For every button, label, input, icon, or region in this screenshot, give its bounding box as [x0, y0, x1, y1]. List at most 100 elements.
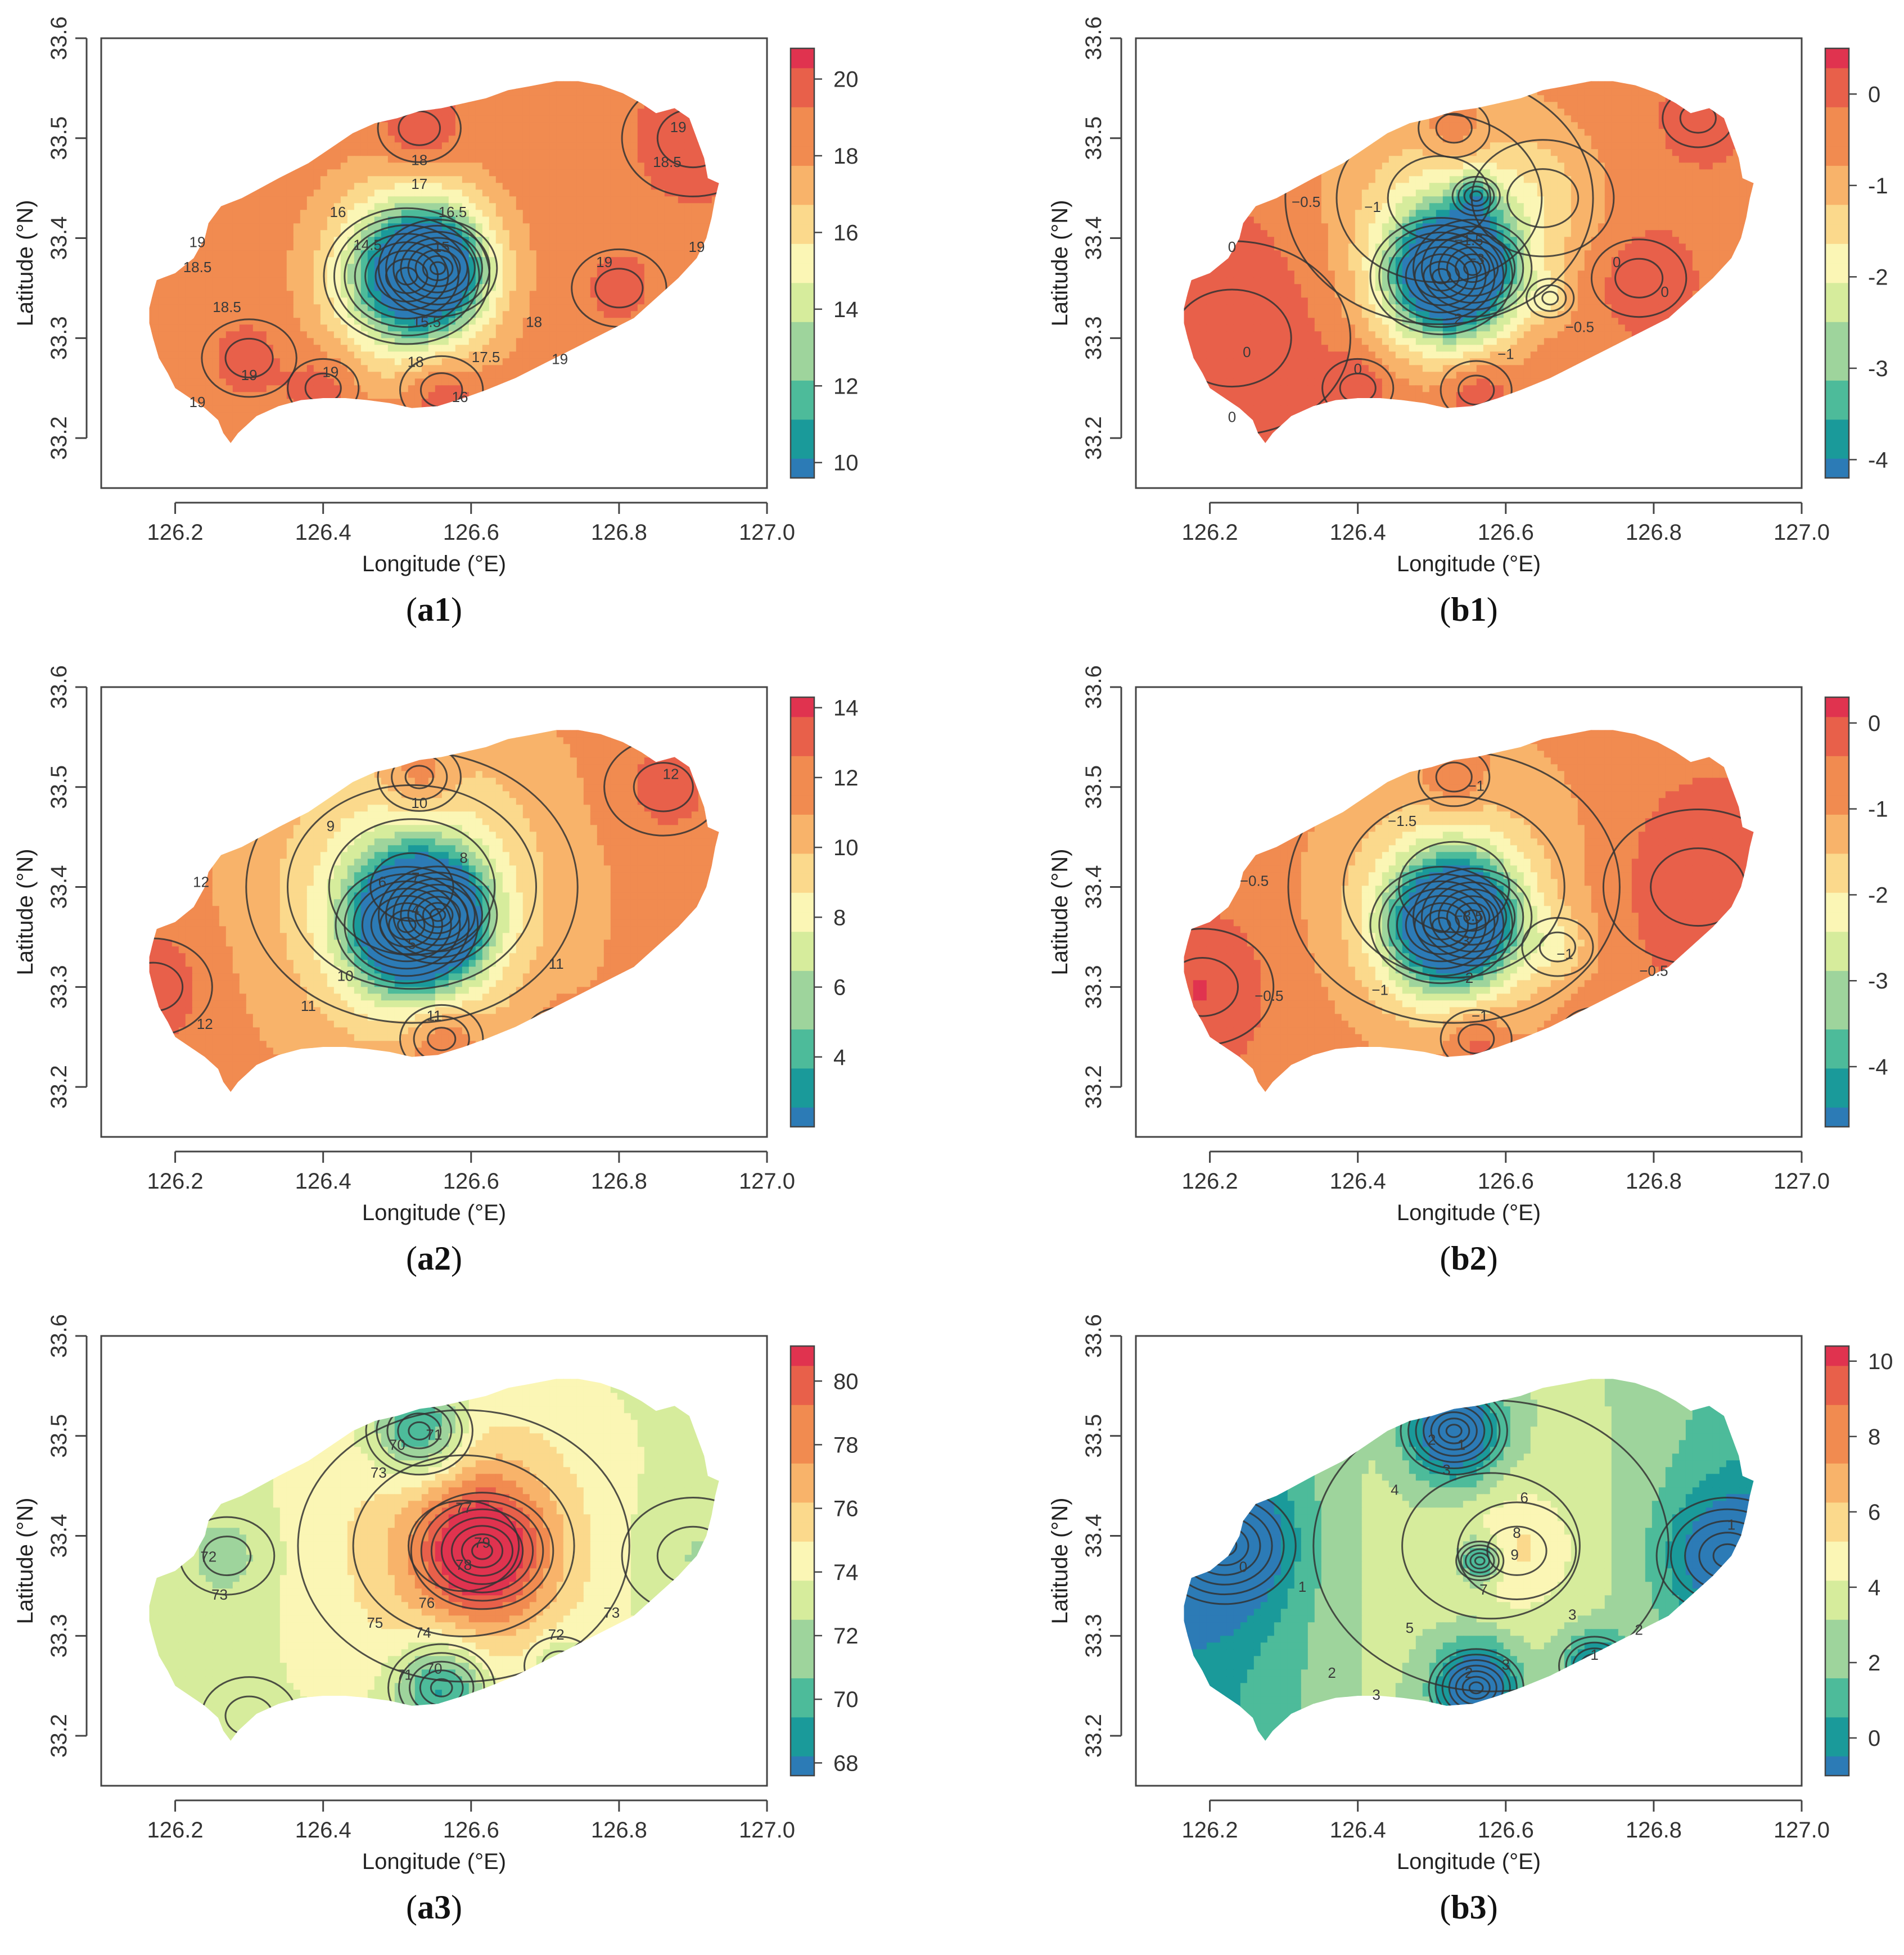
field-cell [306, 264, 314, 271]
field-cell [225, 338, 233, 345]
field-cell [449, 68, 456, 75]
field-cell [225, 223, 233, 231]
field-cell [543, 82, 551, 89]
field-cell [630, 439, 638, 443]
field-cell [158, 291, 166, 298]
field-cell [475, 426, 483, 433]
field-cell [556, 378, 564, 386]
field-cell [306, 399, 314, 406]
field-cell [543, 149, 551, 156]
field-cell [273, 311, 281, 318]
field-cell [225, 351, 233, 359]
field-cell [657, 432, 665, 440]
field-cell [671, 345, 679, 352]
field-cell [273, 95, 281, 102]
field-cell [657, 351, 665, 359]
field-cell [273, 439, 281, 443]
field-cell [333, 115, 341, 123]
field-cell [570, 405, 577, 413]
field-cell [313, 129, 321, 136]
field-cell [576, 419, 584, 426]
field-cell [151, 311, 159, 318]
field-cell [347, 385, 355, 392]
field-cell [165, 102, 173, 109]
field-cell [178, 82, 186, 89]
field-cell [320, 183, 328, 190]
field-cell [624, 196, 631, 204]
field-cell [624, 81, 631, 82]
field-cell [725, 169, 733, 177]
field-cell [705, 216, 712, 224]
field-cell [313, 82, 321, 89]
field-cell [340, 115, 348, 123]
field-cell [570, 365, 577, 372]
field-cell [151, 230, 159, 237]
field-cell [279, 270, 287, 278]
field-cell [239, 412, 247, 419]
field-cell [543, 405, 551, 413]
field-cell [172, 351, 179, 359]
field-cell [266, 399, 274, 406]
field-cell [178, 250, 186, 258]
field-cell [165, 176, 173, 183]
field-cell [522, 358, 530, 365]
field-cell [354, 82, 362, 89]
field-cell [273, 419, 281, 426]
field-cell [138, 210, 146, 217]
field-cell [576, 297, 584, 305]
field-cell [489, 129, 497, 136]
field-cell [549, 351, 557, 359]
field-cell [408, 385, 416, 392]
field-cell [644, 169, 652, 177]
field-cell [347, 203, 355, 210]
field-cell [657, 81, 665, 82]
field-cell [266, 142, 274, 150]
field-cell [570, 351, 577, 359]
field-cell [273, 365, 281, 372]
field-cell [198, 142, 206, 150]
field-cell [149, 399, 152, 406]
field-cell [476, 68, 483, 75]
field-cell [306, 102, 314, 109]
field-cell [563, 345, 571, 352]
field-cell [172, 203, 179, 210]
field-cell [198, 250, 206, 258]
field-cell [273, 358, 281, 365]
field-cell [387, 196, 395, 204]
field-cell [549, 129, 557, 136]
field-cell [138, 243, 146, 251]
field-cell [711, 432, 719, 440]
field-cell [279, 136, 287, 143]
field-cell [259, 351, 267, 359]
field-cell [333, 243, 341, 251]
field-cell [320, 304, 328, 311]
field-cell [576, 439, 584, 443]
field-cell [414, 162, 422, 170]
field-cell [205, 419, 213, 426]
field-cell [421, 189, 429, 197]
field-cell [516, 68, 524, 75]
field-cell [178, 297, 186, 305]
field-cell [205, 95, 213, 102]
field-cell [367, 385, 375, 392]
field-cell [313, 210, 321, 217]
field-cell [455, 156, 463, 163]
field-cell [414, 378, 422, 386]
field-cell [637, 324, 645, 332]
field-cell [252, 88, 260, 96]
field-cell [401, 216, 409, 224]
field-cell [516, 372, 524, 379]
field-cell [678, 318, 685, 325]
field-cell [192, 311, 200, 318]
field-cell [158, 297, 166, 305]
field-cell [151, 81, 159, 82]
field-cell [313, 324, 321, 332]
field-cell [624, 318, 631, 325]
field-cell [239, 365, 247, 372]
field-cell [570, 109, 577, 116]
field-cell [543, 223, 551, 231]
field-cell [502, 392, 510, 399]
field-cell [624, 210, 631, 217]
field-cell [354, 446, 362, 453]
